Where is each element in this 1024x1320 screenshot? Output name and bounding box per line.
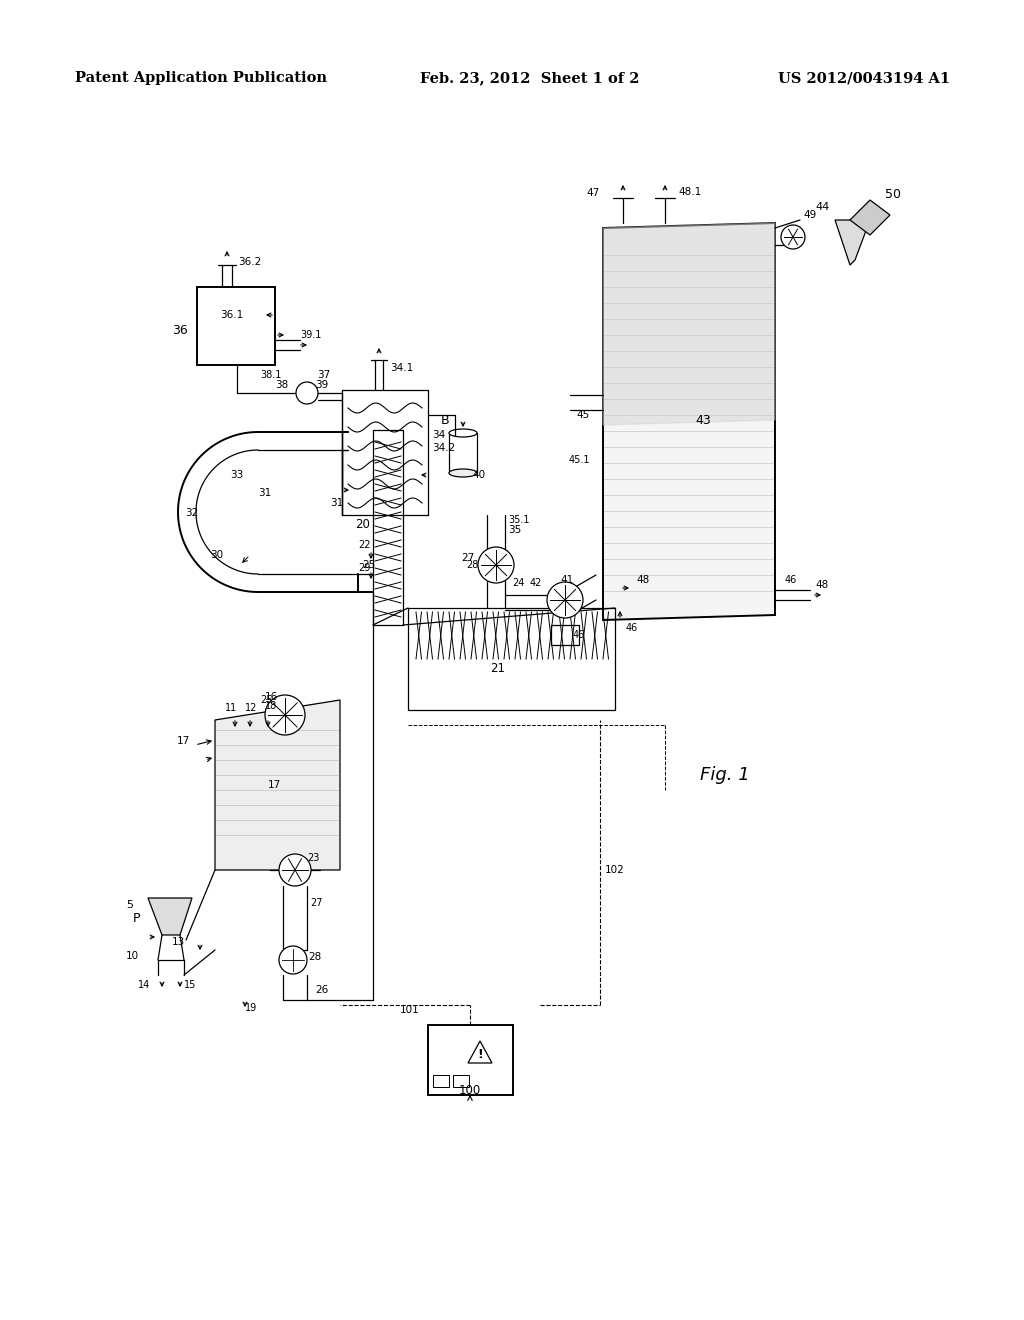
Text: 48: 48 [636, 576, 649, 585]
Text: 36.1: 36.1 [220, 310, 244, 319]
Text: 14: 14 [138, 979, 150, 990]
Text: 29: 29 [358, 564, 371, 573]
Text: 24: 24 [512, 578, 524, 587]
Bar [428, 1026, 513, 1096]
Text: US 2012/0043194 A1: US 2012/0043194 A1 [778, 71, 950, 84]
Text: 35.1: 35.1 [508, 515, 529, 525]
Text: 20: 20 [355, 519, 370, 532]
Text: 39.1: 39.1 [300, 330, 322, 341]
Circle shape [296, 381, 318, 404]
Text: 34.1: 34.1 [390, 363, 414, 374]
Text: 32: 32 [185, 508, 199, 517]
Circle shape [547, 582, 583, 618]
Text: 37: 37 [317, 370, 331, 380]
Text: 49: 49 [803, 210, 816, 220]
Text: P: P [132, 912, 140, 924]
Text: 27: 27 [461, 553, 474, 564]
Text: B: B [440, 413, 450, 426]
Text: !: ! [477, 1048, 483, 1061]
Bar [433, 1074, 449, 1086]
Text: 46: 46 [573, 630, 586, 640]
Text: 45: 45 [577, 411, 590, 420]
Text: 46: 46 [626, 623, 638, 634]
Bar [449, 433, 477, 473]
Polygon shape [603, 223, 775, 620]
Text: Patent Application Publication: Patent Application Publication [75, 71, 327, 84]
Text: 26: 26 [315, 985, 329, 995]
Polygon shape [603, 223, 775, 425]
Text: 19: 19 [245, 1003, 257, 1012]
Circle shape [279, 946, 307, 974]
Text: 48.1: 48.1 [678, 187, 701, 197]
Text: 100: 100 [459, 1084, 481, 1097]
Text: 44: 44 [815, 202, 829, 213]
Text: Fig. 1: Fig. 1 [700, 766, 750, 784]
Text: 46: 46 [785, 576, 798, 585]
Text: 33: 33 [230, 470, 244, 480]
Text: 28: 28 [308, 952, 322, 962]
Text: 50: 50 [885, 189, 901, 202]
Text: 23: 23 [307, 853, 319, 863]
Text: 35: 35 [508, 525, 521, 535]
Text: 38: 38 [274, 380, 288, 389]
Text: 43: 43 [695, 413, 711, 426]
Text: 48: 48 [815, 579, 828, 590]
Text: 31: 31 [330, 498, 343, 508]
Text: 17: 17 [268, 780, 282, 789]
Text: 38.1: 38.1 [261, 370, 282, 380]
Circle shape [478, 546, 514, 583]
Text: 28: 28 [467, 560, 479, 570]
Ellipse shape [449, 429, 477, 437]
Circle shape [279, 854, 311, 886]
Text: 36.2: 36.2 [238, 257, 261, 267]
Text: 34: 34 [432, 430, 445, 440]
Text: 22: 22 [358, 540, 371, 550]
Text: 10: 10 [126, 950, 139, 961]
Text: 13: 13 [172, 937, 185, 946]
Polygon shape [148, 898, 193, 935]
Text: 18: 18 [265, 701, 278, 711]
Text: 102: 102 [605, 865, 625, 875]
Polygon shape [215, 700, 340, 870]
Text: 36: 36 [172, 323, 188, 337]
Text: 11: 11 [225, 704, 238, 713]
Text: 5: 5 [126, 900, 133, 909]
Polygon shape [468, 1041, 492, 1063]
Text: 39: 39 [315, 380, 329, 389]
Text: 17: 17 [177, 737, 190, 746]
Polygon shape [850, 201, 890, 235]
Circle shape [781, 224, 805, 249]
Text: 47: 47 [587, 187, 600, 198]
Text: 41: 41 [560, 576, 573, 585]
Text: 45.1: 45.1 [568, 455, 590, 465]
Text: 34.2: 34.2 [432, 444, 456, 453]
Text: 101: 101 [400, 1005, 420, 1015]
Text: 25: 25 [260, 696, 272, 705]
Text: Feb. 23, 2012  Sheet 1 of 2: Feb. 23, 2012 Sheet 1 of 2 [420, 71, 640, 84]
Text: 25: 25 [362, 560, 375, 570]
Text: 42: 42 [530, 578, 543, 587]
Polygon shape [835, 220, 870, 265]
Circle shape [265, 696, 305, 735]
Text: 30: 30 [210, 550, 223, 560]
Text: 31: 31 [258, 488, 271, 498]
Text: 21: 21 [490, 661, 505, 675]
Bar [551, 624, 579, 645]
Bar [453, 1074, 469, 1086]
Ellipse shape [449, 469, 477, 477]
Text: 40: 40 [472, 470, 485, 480]
Text: 12: 12 [245, 704, 257, 713]
Text: 15: 15 [184, 979, 197, 990]
Text: 27: 27 [310, 898, 323, 908]
Text: 16: 16 [265, 692, 279, 702]
